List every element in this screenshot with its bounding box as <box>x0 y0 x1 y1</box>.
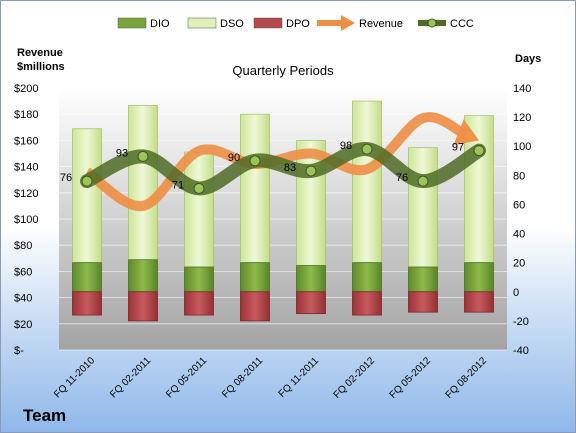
legend-label: CCC <box>450 18 474 30</box>
dpo-bar <box>408 291 438 313</box>
x-tick-label: FQ 02-2011 <box>108 355 153 400</box>
y-right-tick-label: -40 <box>513 345 529 357</box>
dpo-bar <box>128 291 158 322</box>
ccc-marker <box>81 175 93 187</box>
ccc-marker <box>305 165 317 177</box>
legend-swatch <box>117 17 147 29</box>
legend-marker <box>427 18 437 28</box>
dio-bar <box>352 262 382 293</box>
x-tick-label: FQ 11-2010 <box>52 355 97 400</box>
x-tick-label: FQ 11-2011 <box>277 355 322 400</box>
dio-bar <box>464 262 494 293</box>
y-left-label-line2: $millions <box>17 61 65 73</box>
y-right-tick-label: -20 <box>513 316 529 328</box>
y-left-tick-label: $80 <box>14 240 32 252</box>
legend-arrowhead <box>341 15 355 31</box>
ccc-marker <box>473 145 485 157</box>
y-left-tick-label: $160 <box>14 135 38 147</box>
y-right-tick-label: 60 <box>513 199 525 211</box>
y-right-label: Days <box>515 53 541 65</box>
legend: DIO DSO DPO Revenue CCC <box>117 15 474 31</box>
y-left-tick-label: $- <box>14 345 24 357</box>
dso-bar <box>184 151 214 268</box>
y-right-tick-label: 20 <box>513 258 525 270</box>
x-tick-label: FQ 05-2012 <box>388 355 434 401</box>
y-right-tick-label: 120 <box>513 112 531 124</box>
revenue-arrowhead <box>453 119 479 146</box>
x-tick-label: FQ 08-2012 <box>444 355 490 401</box>
ccc-series: 76 93 71 90 83 98 76 97 <box>60 140 486 196</box>
dpo-bar <box>352 291 382 316</box>
legend-swatch <box>187 17 217 29</box>
chart-title: Quarterly Periods <box>232 63 334 78</box>
team-label: Team <box>23 406 66 425</box>
dpo-bar <box>240 291 270 322</box>
x-tick-label: FQ 02-2012 <box>332 355 378 401</box>
y-right-tick-label: 100 <box>513 141 531 153</box>
ccc-data-label: 76 <box>60 172 72 184</box>
legend-label: Revenue <box>359 18 403 30</box>
legend-label: DSO <box>220 18 244 30</box>
legend-label: DPO <box>286 18 310 30</box>
y-left-tick-label: $40 <box>14 293 32 305</box>
legend-label: DIO <box>150 18 170 30</box>
ccc-marker <box>193 182 205 194</box>
dio-bar <box>296 265 326 293</box>
ccc-data-label: 76 <box>396 172 408 184</box>
y-left-tick-label: $140 <box>14 162 38 174</box>
ccc-data-label: 97 <box>452 142 464 154</box>
dio-bar <box>240 262 270 293</box>
ccc-marker <box>137 150 149 162</box>
y-right-tick-label: 140 <box>513 83 531 95</box>
bars <box>72 100 494 322</box>
dio-bar <box>184 266 214 293</box>
y-right-tick-label: 0 <box>513 287 519 299</box>
dso-bar <box>408 147 438 268</box>
dso-bar <box>352 100 382 264</box>
ccc-marker <box>417 175 429 187</box>
dso-bar <box>72 128 102 264</box>
ccc-data-label: 90 <box>228 152 240 164</box>
dio-bar <box>128 259 158 293</box>
dso-bar <box>240 113 270 264</box>
y-left-tick-label: $20 <box>14 319 32 331</box>
ccc-data-label: 83 <box>284 162 296 174</box>
dio-bar <box>72 262 102 293</box>
x-tick-label: FQ 08-2011 <box>220 355 265 400</box>
legend-swatch <box>253 17 283 29</box>
y-right-tick-label: 40 <box>513 229 525 241</box>
dso-bar <box>128 105 158 261</box>
dpo-bar <box>72 291 102 316</box>
x-tick-label: FQ 05-2011 <box>164 355 209 400</box>
dpo-bar <box>184 291 214 316</box>
ccc-marker <box>249 155 261 167</box>
y-left-tick-label: $60 <box>14 266 32 278</box>
y-left-tick-label: $120 <box>14 188 38 200</box>
y-left-tick-label: $100 <box>14 214 38 226</box>
dpo-bar <box>296 291 326 315</box>
dpo-bar <box>464 291 494 313</box>
dio-bar <box>408 266 438 293</box>
ccc-data-label: 71 <box>172 179 184 191</box>
ccc-marker <box>361 143 373 155</box>
y-left-tick-label: $180 <box>14 109 38 121</box>
ccc-data-label: 93 <box>116 147 128 159</box>
y-left-label-line1: Revenue <box>17 47 63 59</box>
y-right-tick-label: 80 <box>513 170 525 182</box>
y-left-tick-label: $200 <box>14 83 38 95</box>
ccc-data-label: 98 <box>340 140 352 152</box>
